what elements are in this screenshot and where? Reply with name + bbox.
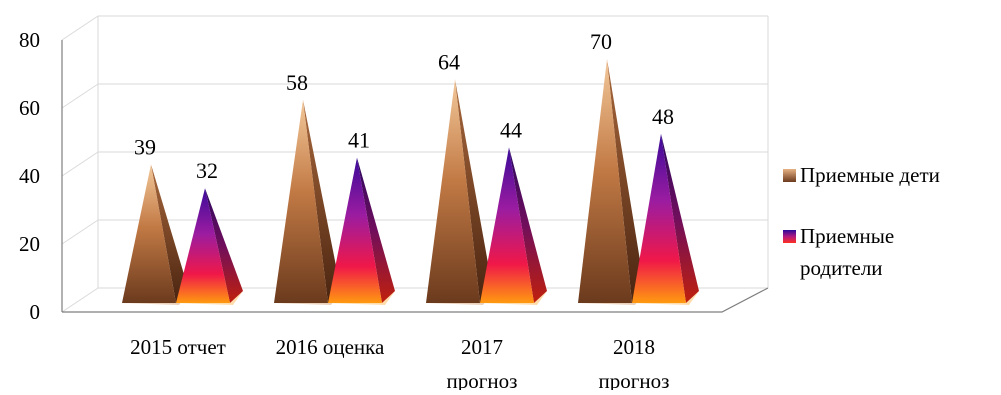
data-label: 41 [348, 128, 370, 153]
pyramid-parents [328, 157, 382, 303]
x-tick-label: 2017 [461, 335, 503, 359]
pyramid-side-kids [607, 59, 645, 303]
legend-item-parents: Приемные родители [783, 224, 894, 280]
y-tick-label: 60 [19, 96, 40, 120]
legend-swatch [783, 230, 796, 243]
gridline-side [61, 15, 99, 41]
gridline-side [61, 287, 99, 313]
x-tick-label: 2018 [613, 335, 655, 359]
pyramid-side-parents [509, 147, 547, 303]
gridline-side [61, 219, 99, 245]
floor-edge [62, 287, 769, 313]
pyramid-side-kids [455, 79, 493, 304]
x-tick-label: 2016 оценка [276, 335, 385, 359]
y-tick-label: 40 [19, 164, 40, 188]
pyramid-side-parents [661, 133, 699, 303]
bars-layer [122, 59, 699, 305]
pyramid-side-parents [205, 188, 243, 303]
pyramid-side-kids [151, 164, 189, 303]
x-tick-label: прогноз [599, 369, 670, 390]
legend-label: родители [800, 256, 883, 280]
legend-label: Приемные дети [800, 163, 940, 187]
pyramid-parents [176, 188, 230, 303]
pyramid-parents [480, 147, 534, 303]
pyramid-kids [122, 164, 176, 303]
data-label: 70 [590, 29, 612, 54]
data-label: 39 [134, 134, 156, 159]
legend-label: Приемные [800, 224, 894, 248]
y-tick-label: 20 [19, 232, 40, 256]
data-label: 32 [196, 158, 218, 183]
labels-layer: 39 32 58 41 64 44 70 48 [134, 29, 674, 183]
pyramid-parents [632, 133, 686, 303]
legend-swatch [783, 169, 796, 182]
legend: Приемные дети Приемные родители [783, 163, 940, 280]
y-tick-label: 80 [19, 28, 40, 52]
gridline-side [61, 151, 99, 177]
gridline-side [61, 83, 99, 109]
pyramid-side-parents [357, 157, 395, 303]
pyramid-side-kids [303, 99, 341, 303]
data-label: 44 [500, 117, 522, 142]
data-label: 64 [438, 49, 460, 74]
x-tick-label: 2015 отчет [130, 335, 226, 359]
pyramid-kids [426, 79, 480, 304]
data-label: 58 [286, 70, 308, 95]
pyramid-kids [274, 99, 328, 303]
data-label: 48 [652, 104, 674, 129]
x-tick-label: прогноз [447, 369, 518, 390]
axis-layer: 0 20 40 60 80 2015 отчет 2016 оценка 2017 прогно… [19, 28, 769, 393]
pyramid-kids [578, 59, 632, 303]
y-tick-label: 0 [30, 300, 41, 324]
legend-item-kids: Приемные дети [783, 163, 940, 187]
